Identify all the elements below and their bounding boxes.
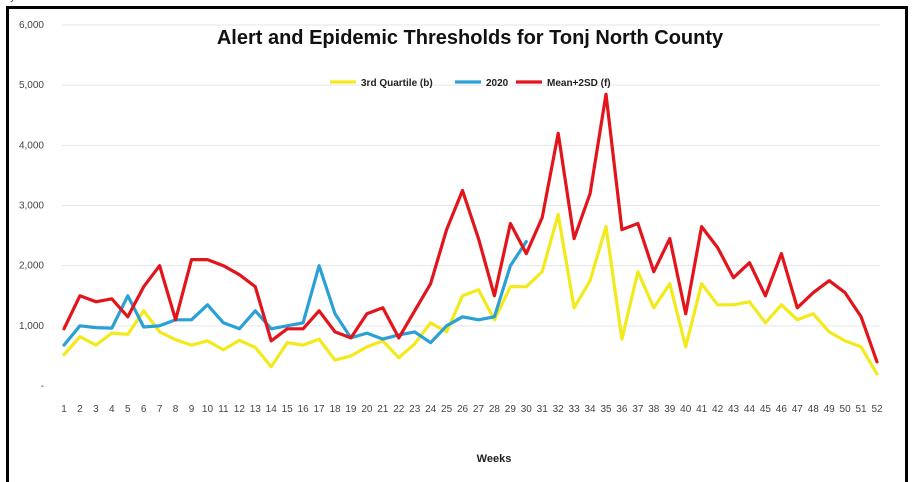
- x-tick-label: 32: [553, 404, 565, 415]
- x-tick-label: 16: [298, 404, 310, 415]
- x-tick-label: 20: [361, 404, 373, 415]
- x-tick-label: 19: [345, 404, 357, 415]
- x-tick-label: 41: [696, 404, 708, 415]
- x-tick-label: 51: [855, 404, 867, 415]
- x-tick-label: 23: [409, 404, 421, 415]
- x-tick-label: 43: [728, 404, 740, 415]
- x-tick-label: 37: [632, 404, 644, 415]
- x-tick-label: 50: [840, 404, 852, 415]
- x-tick-label: 28: [489, 404, 501, 415]
- y-tick-label: 4,000: [19, 140, 44, 151]
- x-tick-label: 6: [141, 404, 147, 415]
- x-axis-ticks: 1 2 3 4 5 6 7 8 9 10 11 12 13 14 15 16 17 18 19 20 21 22 23 24 2…: [61, 404, 883, 415]
- x-tick-label: 10: [202, 404, 214, 415]
- x-tick-label: 13: [250, 404, 262, 415]
- x-tick-label: 18: [329, 404, 341, 415]
- x-tick-label: 40: [680, 404, 692, 415]
- x-tick-label: 12: [234, 404, 246, 415]
- x-tick-label: 1: [61, 404, 67, 415]
- x-tick-label: 42: [712, 404, 724, 415]
- x-tick-label: 24: [425, 404, 437, 415]
- y-axis-ticks: - 1,000 2,000 3,000 4,000 5,000 6,000: [19, 20, 44, 392]
- y-tick-label: -: [41, 381, 44, 392]
- x-tick-label: 9: [189, 404, 195, 415]
- x-tick-label: 34: [584, 404, 596, 415]
- x-tick-label: 11: [218, 404, 229, 415]
- x-tick-label: 48: [808, 404, 820, 415]
- series-line-mean-2sd-f: [62, 92, 879, 364]
- x-tick-label: 15: [282, 404, 294, 415]
- x-tick-label: 47: [792, 404, 804, 415]
- x-tick-label: 39: [664, 404, 676, 415]
- x-tick-label: 49: [824, 404, 836, 415]
- legend: 3rd Quartile (b) 2020 Mean+2SD (f): [330, 78, 611, 89]
- gridlines: [62, 24, 880, 327]
- x-tick-label: 22: [393, 404, 405, 415]
- x-tick-label: 45: [760, 404, 772, 415]
- x-tick-label: 7: [157, 404, 163, 415]
- x-tick-label: 21: [377, 404, 389, 415]
- x-tick-label: 5: [125, 404, 131, 415]
- cropped-caption: 5 y: [0, 0, 914, 6]
- x-tick-label: 30: [521, 404, 533, 415]
- y-tick-label: 3,000: [19, 201, 44, 212]
- y-tick-label: 2,000: [19, 261, 44, 272]
- x-tick-label: 14: [266, 404, 278, 415]
- x-tick-label: 4: [109, 404, 115, 415]
- x-tick-label: 17: [313, 404, 325, 415]
- series-line-2020: [62, 240, 528, 347]
- x-tick-label: 46: [776, 404, 788, 415]
- x-tick-label: 38: [648, 404, 660, 415]
- legend-label: 3rd Quartile (b): [361, 78, 433, 89]
- y-tick-label: 5,000: [19, 80, 44, 91]
- series-line-3rd-quartile-b: [62, 212, 879, 376]
- legend-label: 2020: [486, 78, 509, 89]
- y-tick-label: 1,000: [19, 321, 44, 332]
- x-tick-label: 52: [871, 404, 883, 415]
- x-tick-label: 3: [93, 404, 99, 415]
- chart-title: Alert and Epidemic Thresholds for Tonj N…: [217, 27, 724, 49]
- x-tick-label: 27: [473, 404, 485, 415]
- x-tick-label: 25: [441, 404, 453, 415]
- x-axis-label: Weeks: [477, 453, 512, 465]
- legend-label: Mean+2SD (f): [547, 78, 611, 89]
- x-tick-label: 35: [600, 404, 612, 415]
- x-tick-label: 36: [616, 404, 628, 415]
- x-tick-label: 2: [77, 404, 83, 415]
- x-tick-label: 26: [457, 404, 469, 415]
- x-tick-label: 29: [505, 404, 517, 415]
- y-tick-label: 6,000: [19, 20, 44, 31]
- x-tick-label: 44: [744, 404, 756, 415]
- x-tick-label: 33: [569, 404, 581, 415]
- cropped-caption-text: 5 y: [2, 0, 15, 3]
- series-lines: [62, 92, 879, 376]
- x-tick-label: 8: [173, 404, 179, 415]
- x-tick-label: 31: [537, 404, 549, 415]
